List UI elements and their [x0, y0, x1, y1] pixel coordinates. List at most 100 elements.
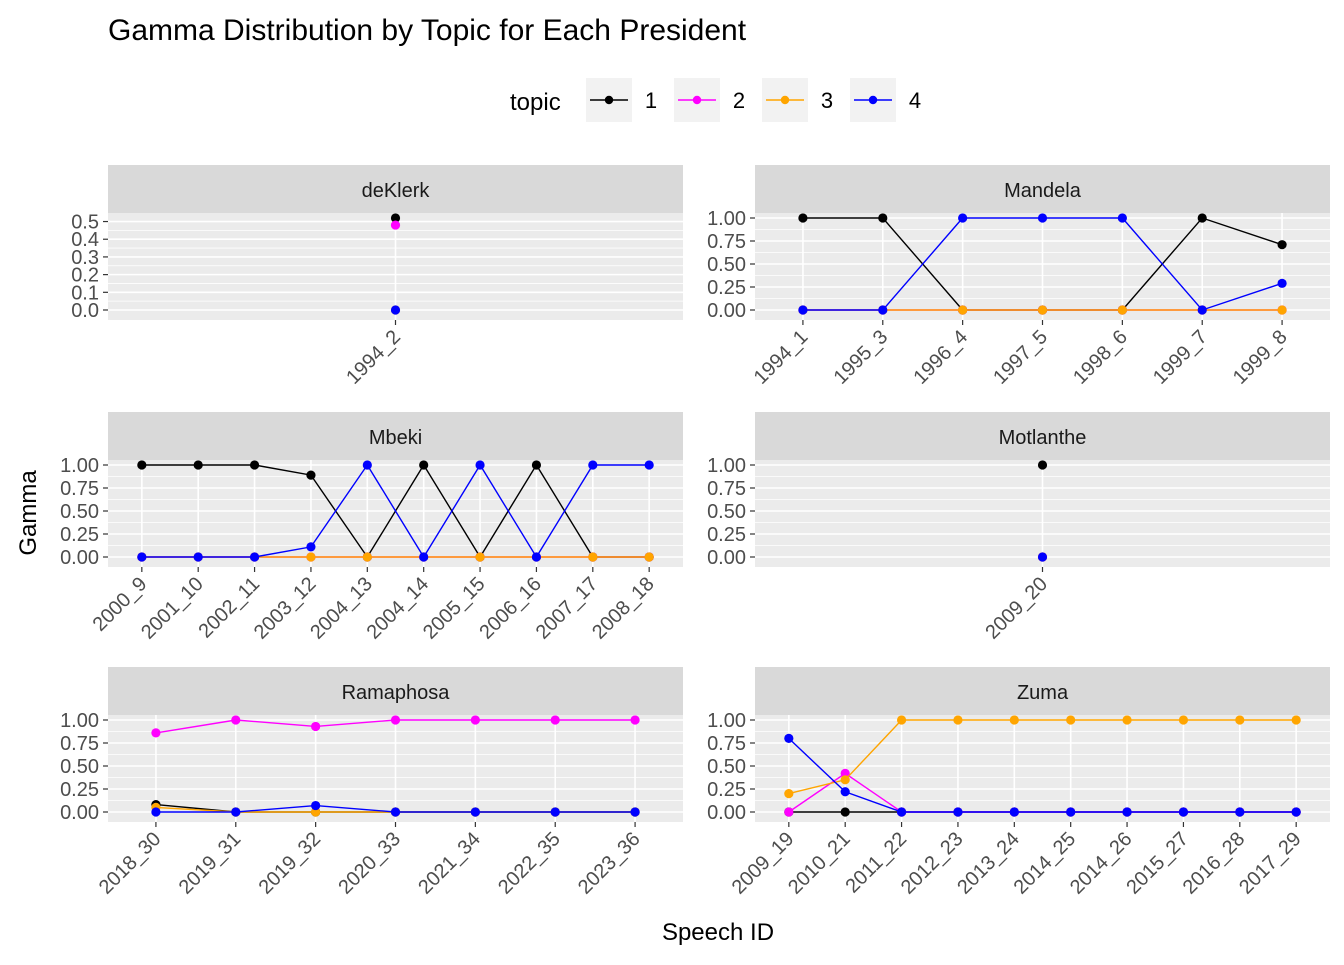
y-tick-label: 0.25: [60, 524, 99, 546]
data-point-topic-4: [878, 305, 888, 315]
y-tick-label: 0.00: [60, 547, 99, 569]
series-line-topic-4: [788, 737, 1297, 813]
y-tick-label: 0.50: [707, 501, 746, 523]
data-point-topic-4: [1037, 213, 1048, 223]
data-point-topic-4: [475, 460, 485, 470]
legend-label-2: 2: [733, 88, 745, 113]
data-point-topic-4: [137, 552, 147, 562]
data-point-topic-1: [193, 460, 203, 470]
data-point-topic-2: [151, 728, 161, 738]
facet-strip-label: Zuma: [1017, 682, 1069, 704]
x-tick-label: 2009_20: [981, 573, 1052, 644]
data-point-topic-1: [306, 470, 316, 480]
x-tick-label: 2001_10: [137, 573, 208, 644]
data-point-topic-3: [896, 715, 907, 725]
data-point-topic-2: [550, 715, 560, 725]
data-point-topic-4: [311, 800, 321, 811]
legend-label-1: 1: [645, 88, 657, 113]
facet-strip-ramaphosa: [108, 667, 683, 715]
y-tick-label: 0.00: [707, 547, 746, 569]
data-point-topic-3: [784, 789, 794, 799]
facet-strip-mandela: [755, 165, 1330, 213]
data-point-topic-4: [390, 807, 401, 817]
y-tick-label: 0.75: [707, 231, 746, 253]
chart-title: Gamma Distribution by Topic for Each Pre…: [108, 14, 747, 47]
data-point-topic-1: [390, 213, 401, 223]
x-tick-label: 1998_6: [1069, 326, 1132, 389]
facet-panel-zuma: Zuma0.000.250.500.751.002009_192010_2120…: [707, 667, 1330, 899]
y-tick-label: 0.75: [60, 478, 99, 500]
y-tick-label: 0.50: [707, 254, 746, 276]
x-tick-label: 1996_4: [909, 326, 972, 389]
y-tick-label: 0.1: [71, 282, 99, 304]
data-point-topic-3: [1235, 715, 1245, 725]
facet-strip-label: Mbeki: [369, 427, 422, 449]
panel-background: [108, 460, 683, 567]
data-point-topic-4: [1037, 552, 1048, 562]
data-point-topic-1: [249, 460, 260, 470]
data-point-topic-1: [798, 213, 808, 223]
x-tick-label: 1995_3: [830, 326, 893, 389]
facet-strip-label: Motlanthe: [999, 427, 1087, 449]
data-point-topic-4: [1117, 213, 1127, 223]
data-point-topic-3: [1291, 715, 1301, 725]
data-point-topic-4: [470, 807, 480, 817]
data-point-topic-3: [306, 552, 316, 562]
data-point-topic-3: [1277, 305, 1287, 315]
panel-background: [755, 715, 1330, 822]
facet-strip-label: deKlerk: [362, 180, 431, 202]
data-point-topic-4: [798, 305, 808, 315]
data-point-topic-2: [470, 715, 480, 725]
data-point-topic-4: [306, 542, 316, 552]
facet-strip-mbeki: [108, 412, 683, 460]
data-point-topic-4: [1178, 807, 1189, 817]
y-tick-label: 0.00: [60, 802, 99, 824]
x-tick-label: 1994_2: [342, 326, 405, 389]
legend-label-4: 4: [909, 88, 921, 113]
y-tick-label: 0.75: [60, 733, 99, 755]
y-tick-label: 0.3: [71, 247, 99, 269]
facet-panel-deklerk: deKlerk 0.00.10.20.30.40.5 1994_2: [71, 165, 683, 389]
y-tick-label: 1.00: [60, 710, 99, 732]
x-tick-label: 1997_5: [989, 326, 1052, 389]
data-point-topic-1: [137, 460, 147, 470]
y-tick-label: 0.2: [71, 265, 99, 287]
y-tick-label: 0.00: [707, 300, 746, 322]
legend: topic 1 2 3 4: [510, 78, 921, 122]
data-point-topic-1: [840, 807, 850, 817]
x-tick-label: 2023_36: [574, 828, 645, 899]
data-point-topic-3: [1037, 305, 1048, 315]
data-point-topic-4: [550, 807, 560, 817]
data-point-topic-3: [1009, 715, 1019, 725]
y-tick-label: 0.25: [707, 779, 746, 801]
y-tick-label: 0.50: [60, 756, 99, 778]
data-point-topic-4: [1009, 807, 1019, 817]
y-tick-label: 0.25: [707, 524, 746, 546]
y-tick-label: 0.75: [707, 733, 746, 755]
data-point-topic-4: [151, 807, 161, 817]
data-point-topic-1: [1197, 213, 1207, 223]
data-point-topic-4: [644, 460, 654, 470]
facet-panel-mbeki: Mbeki0.000.250.500.751.002000_92001_1020…: [60, 412, 683, 644]
facet-panel-motlanthe: Motlanthe 0.000.250.500.751.00 2009_20: [707, 412, 1330, 644]
y-tick-label: 0.75: [707, 478, 746, 500]
data-point-topic-4: [231, 807, 241, 817]
data-point-topic-4: [531, 552, 542, 562]
data-point-topic-2: [630, 715, 640, 725]
data-point-topic-2: [311, 721, 321, 732]
x-tick-label: 1999_8: [1229, 326, 1292, 389]
data-point-topic-4: [896, 807, 907, 817]
data-point-topic-1: [419, 460, 429, 470]
data-point-topic-3: [475, 552, 485, 562]
x-tick-label: 1994_1: [750, 326, 813, 389]
facet-panel-mandela: Mandela 0.000.250.500.751.00 1994_1 1995_3 1…: [707, 165, 1330, 389]
data-point-topic-4: [1235, 807, 1245, 817]
y-tick-label: 0.0: [71, 300, 99, 322]
data-point-topic-3: [953, 715, 963, 725]
facet-strip-deklerk: [108, 165, 683, 213]
data-point-topic-4: [249, 552, 260, 562]
x-tick-label: 2010_21: [784, 828, 855, 899]
y-axis-title: Gamma: [15, 470, 42, 556]
